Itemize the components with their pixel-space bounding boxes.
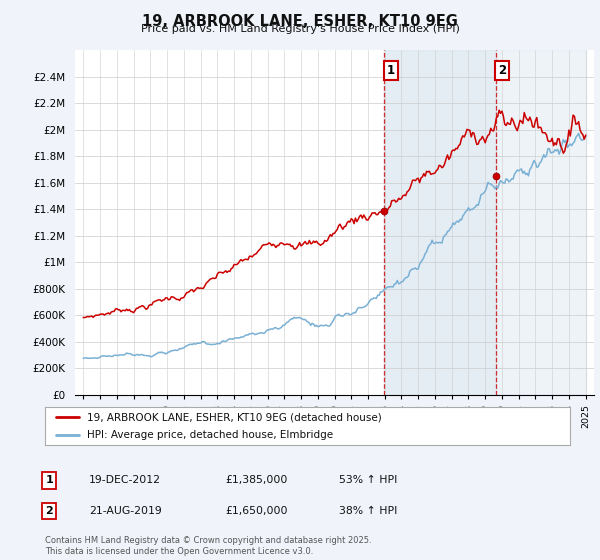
Text: £1,650,000: £1,650,000 xyxy=(225,506,287,516)
Text: 2: 2 xyxy=(46,506,53,516)
Text: Price paid vs. HM Land Registry's House Price Index (HPI): Price paid vs. HM Land Registry's House … xyxy=(140,24,460,34)
Text: 19-DEC-2012: 19-DEC-2012 xyxy=(89,475,161,486)
Text: 2: 2 xyxy=(499,64,506,77)
Text: 19, ARBROOK LANE, ESHER, KT10 9EG (detached house): 19, ARBROOK LANE, ESHER, KT10 9EG (detac… xyxy=(87,412,382,422)
Text: 53% ↑ HPI: 53% ↑ HPI xyxy=(339,475,397,486)
Bar xyxy=(384,50,496,395)
Text: HPI: Average price, detached house, Elmbridge: HPI: Average price, detached house, Elmb… xyxy=(87,430,333,440)
Text: 38% ↑ HPI: 38% ↑ HPI xyxy=(339,506,397,516)
Bar xyxy=(496,50,586,395)
Text: 19, ARBROOK LANE, ESHER, KT10 9EG: 19, ARBROOK LANE, ESHER, KT10 9EG xyxy=(142,14,458,29)
Text: 1: 1 xyxy=(46,475,53,486)
Text: £1,385,000: £1,385,000 xyxy=(225,475,287,486)
Text: 21-AUG-2019: 21-AUG-2019 xyxy=(89,506,161,516)
Text: 1: 1 xyxy=(387,64,395,77)
Text: Contains HM Land Registry data © Crown copyright and database right 2025.
This d: Contains HM Land Registry data © Crown c… xyxy=(45,536,371,556)
